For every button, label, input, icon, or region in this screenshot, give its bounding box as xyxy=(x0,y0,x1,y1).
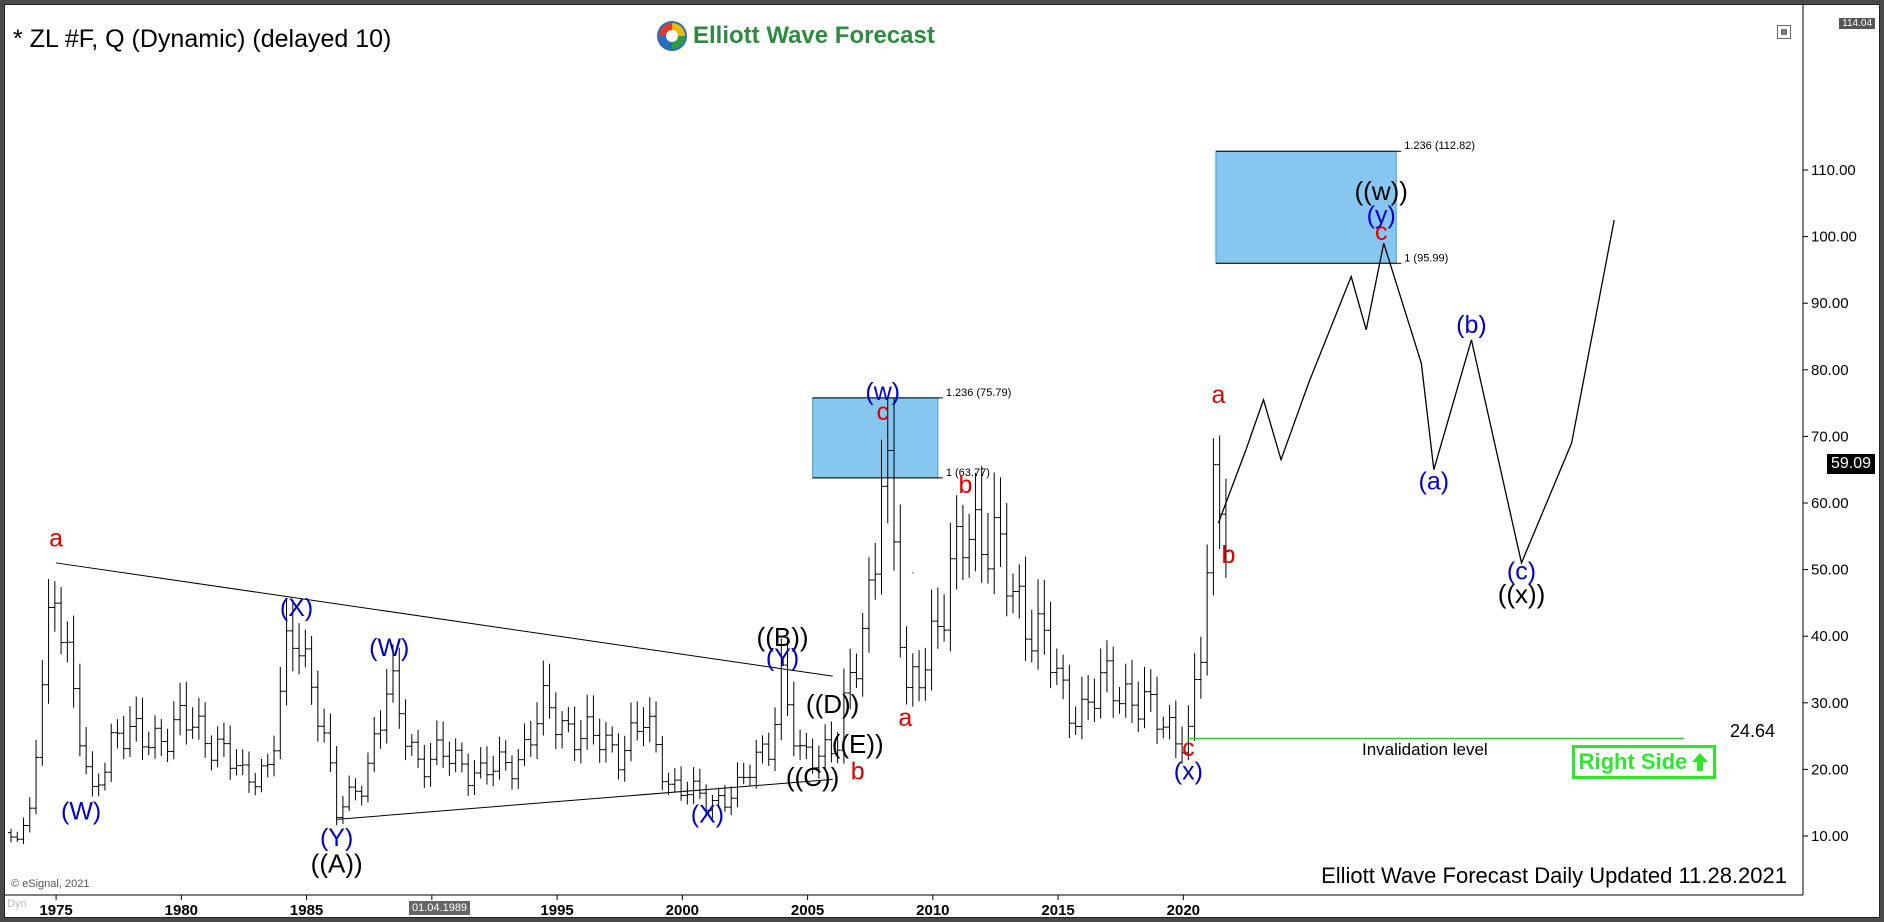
x-tick-label: 1975 xyxy=(39,902,72,919)
wave-label: a xyxy=(1211,381,1225,409)
cursor-date-tag: 01.04.1989 xyxy=(409,901,471,915)
x-tick-label: 2005 xyxy=(791,902,824,919)
update-footer: Elliott Wave Forecast Daily Updated 11.2… xyxy=(1321,863,1787,888)
copyright: © eSignal, 2021 xyxy=(11,878,90,890)
x-tick-label: 2020 xyxy=(1167,902,1200,919)
x-tick-label: 2015 xyxy=(1041,902,1074,919)
x-tick-label: 1995 xyxy=(540,902,573,919)
window-restore-icon[interactable] xyxy=(1777,25,1791,39)
wave-label: ((C)) xyxy=(786,762,839,792)
wave-label: (W) xyxy=(61,797,101,825)
wave-label: (c) xyxy=(1507,558,1536,586)
right-side-text: Right Side xyxy=(1578,749,1688,774)
x-tick-label: 2000 xyxy=(666,902,699,919)
wave-label: ((B)) xyxy=(757,622,809,652)
wave-label: c xyxy=(1182,734,1195,762)
x-tick-label: 1980 xyxy=(165,902,198,919)
y-tick-label: 30.00 xyxy=(1811,695,1849,712)
wave-label: ((D)) xyxy=(806,689,859,719)
fib-zone xyxy=(1215,150,1397,264)
wave-label: (X) xyxy=(691,801,724,829)
y-tick-label: 110.00 xyxy=(1811,162,1856,179)
chart-title: * ZL #F, Q (Dynamic) (delayed 10) xyxy=(13,25,392,53)
y-tick-label: 80.00 xyxy=(1811,362,1849,379)
wave-label: ((x)) xyxy=(1498,579,1546,609)
fib-zone xyxy=(812,397,939,479)
wave-label: ((A)) xyxy=(311,849,363,879)
y-tick-label: 100.00 xyxy=(1811,229,1857,246)
wave-label: ((w)) xyxy=(1355,176,1408,206)
logo: Elliott Wave Forecast xyxy=(655,19,935,53)
wave-label: (X) xyxy=(280,594,313,622)
plot-area[interactable]: 1.236 (75.79) 1 (63.77) 1.236 (112.82) 1 (9… xyxy=(5,5,1857,919)
y-tick-label: 20.00 xyxy=(1811,761,1849,778)
wave-label: (b) xyxy=(1456,311,1487,339)
y-tick-label: 90.00 xyxy=(1811,295,1849,312)
wave-label: (W) xyxy=(369,634,409,662)
fib-bottom-label: 1 (95.99) xyxy=(1404,252,1448,264)
wave-label: a xyxy=(49,524,63,552)
last-price-tag: 59.09 xyxy=(1826,454,1875,474)
wave-label: (Y) xyxy=(766,644,799,672)
price-chart: 1.236 (75.79) 1 (63.77) 1.236 (112.82) 1 (9… xyxy=(5,5,1857,919)
wave-label: ((E)) xyxy=(832,729,884,759)
wave-label: (y) xyxy=(1367,201,1396,229)
wave-label: (Y) xyxy=(320,824,353,852)
fib-top-label: 1.236 (75.79) xyxy=(946,387,1011,399)
fib-bottom-label: 1 (63.77) xyxy=(946,467,990,479)
axis-top-value: 114.04 xyxy=(1839,18,1875,29)
y-tick-label: 70.00 xyxy=(1811,428,1849,445)
wave-label: c xyxy=(876,398,889,426)
wave-label: (x) xyxy=(1174,757,1203,785)
arrow-up-icon xyxy=(1692,753,1709,771)
x-tick-label: 2010 xyxy=(916,902,949,919)
projection-path xyxy=(1217,219,1615,566)
trendline xyxy=(56,562,833,677)
stray-dot xyxy=(911,571,914,574)
wave-label: b xyxy=(1221,541,1235,569)
y-tick-label: 40.00 xyxy=(1811,628,1849,645)
wave-label: b xyxy=(851,757,865,785)
wave-label: a xyxy=(898,704,912,732)
right-side-badge: Right Side xyxy=(1572,745,1716,779)
invalidation-value: 24.64 xyxy=(1730,721,1776,741)
logo-globe-icon xyxy=(657,21,687,51)
y-tick-label: 10.00 xyxy=(1811,828,1849,845)
invalidation-label: Invalidation level xyxy=(1362,740,1488,759)
y-tick-label: 50.00 xyxy=(1811,562,1849,579)
wave-label: (w) xyxy=(865,378,900,406)
wave-label: c xyxy=(1375,218,1388,246)
fib-top-label: 1.236 (112.82) xyxy=(1404,140,1475,152)
trendline xyxy=(336,778,833,820)
wave-label: (a) xyxy=(1419,468,1450,496)
chart-window: 1.236 (75.79) 1 (63.77) 1.236 (112.82) 1 (9… xyxy=(4,4,1880,919)
dyn-label: Dyn xyxy=(7,898,27,910)
wave-label: b xyxy=(958,471,972,499)
x-tick-label: 1985 xyxy=(290,902,323,919)
logo-text: Elliott Wave Forecast xyxy=(693,22,935,49)
y-tick-label: 60.00 xyxy=(1811,495,1849,512)
